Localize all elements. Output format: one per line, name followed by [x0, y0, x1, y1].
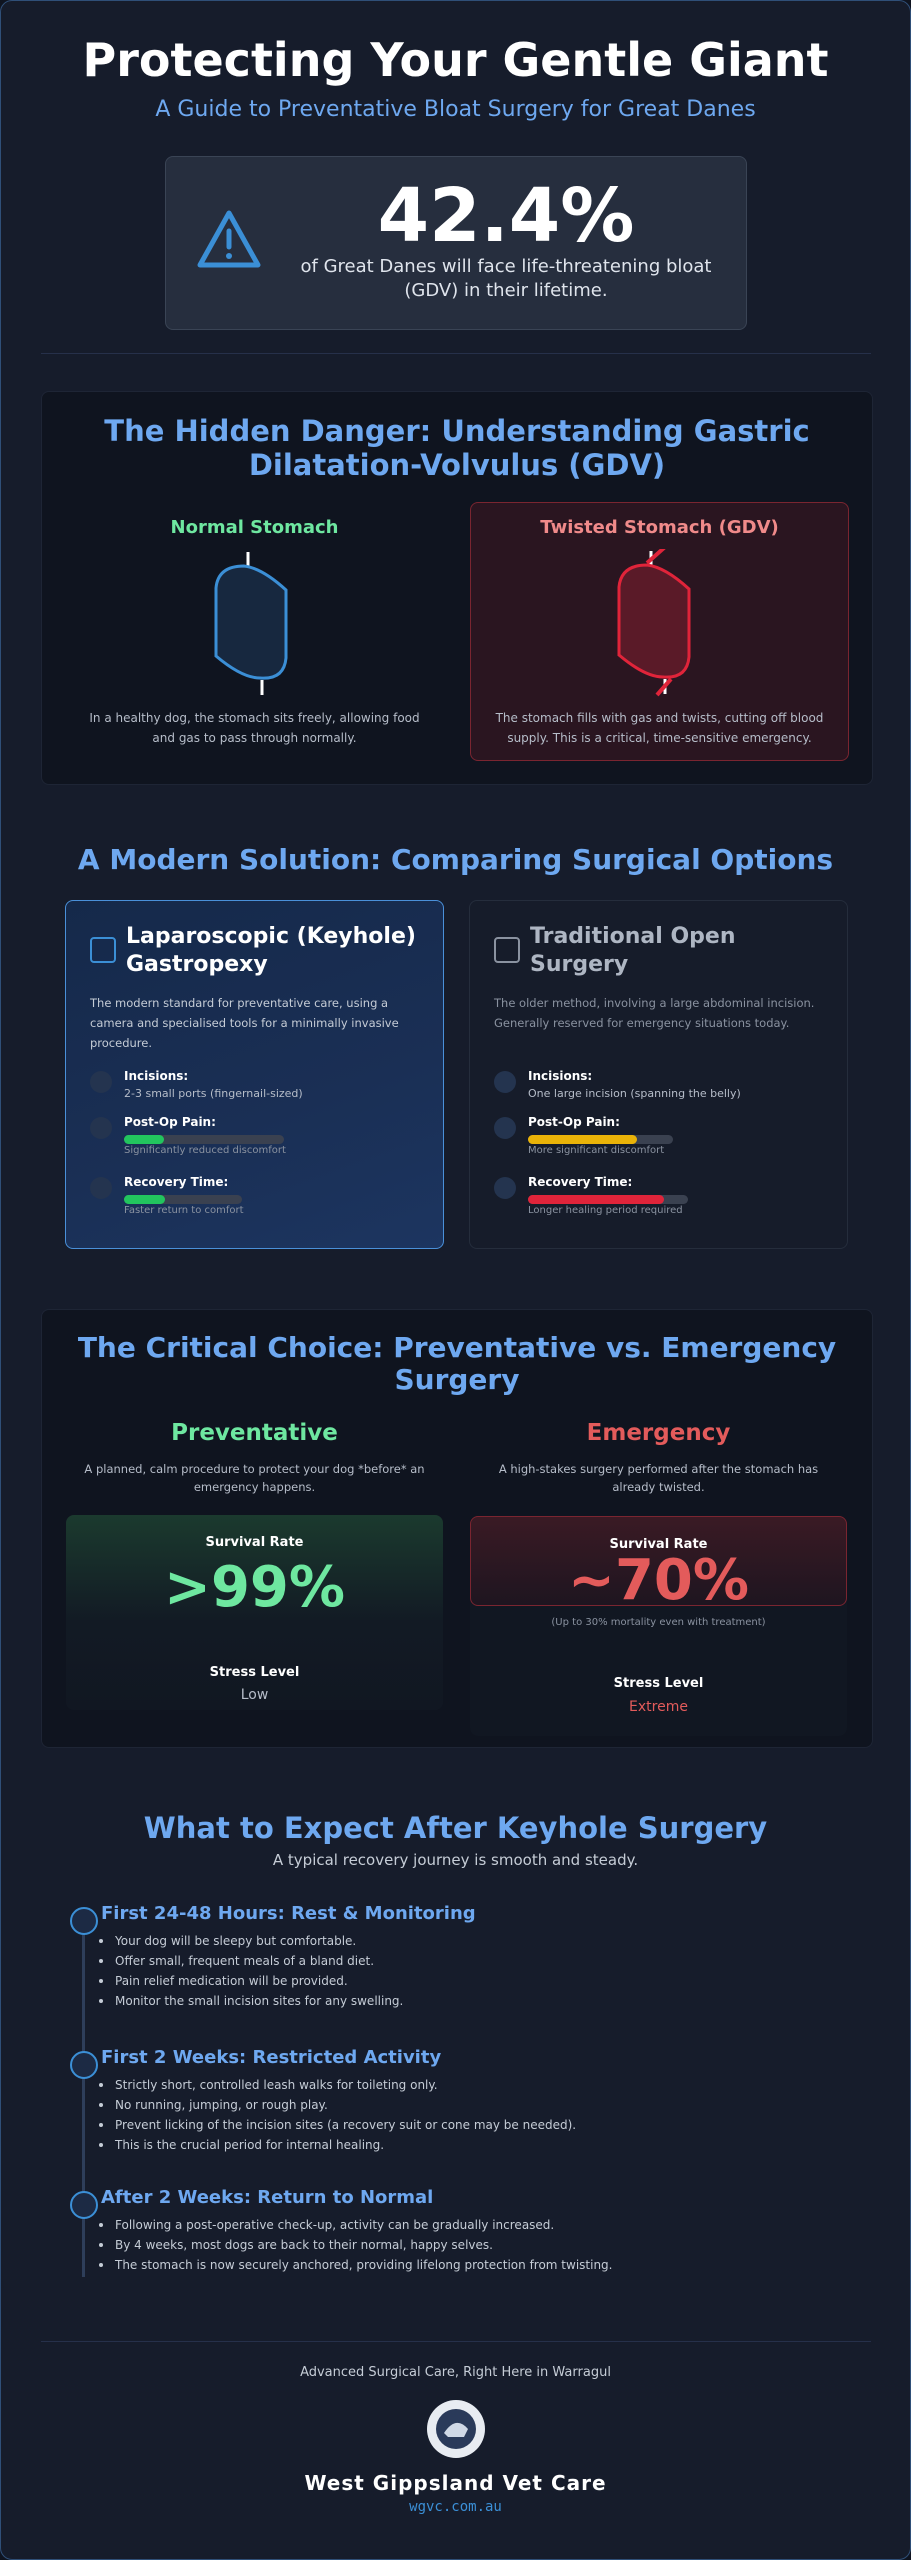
- column-desc: A high-stakes surgery performed after th…: [498, 1462, 819, 1494]
- stress-value: Extreme: [629, 1699, 688, 1715]
- step-title: First 2 Weeks: Restricted Activity: [101, 2047, 442, 2068]
- item-icon: [494, 1177, 516, 1199]
- choice-card: The Critical Choice: Preventative vs. Em…: [41, 1309, 873, 1748]
- item-text: Faster return to comfort: [124, 1205, 244, 1216]
- step-list: Strictly short, controlled leash walks f…: [97, 2075, 837, 2155]
- item-label: Post-Op Pain:: [124, 1115, 216, 1129]
- survival-value: ~70%: [568, 1548, 749, 1613]
- step-item: Your dog will be sleepy but comfortable.: [97, 1931, 837, 1951]
- card-icon: [90, 937, 116, 963]
- title: Protecting Your Gentle Giant: [82, 33, 829, 87]
- card-title: Traditional Open Surgery: [530, 924, 736, 977]
- item-text: 2-3 small ports (fingernail-sized): [124, 1087, 303, 1100]
- item-label: Post-Op Pain:: [528, 1115, 620, 1129]
- section-title: What to Expect After Keyhole Surgery: [143, 1811, 768, 1845]
- bar-track: [528, 1135, 673, 1144]
- timeline: [82, 1919, 85, 2277]
- warning-icon: [197, 210, 261, 268]
- survival-label: Survival Rate: [609, 1537, 708, 1552]
- item-icon: [90, 1177, 112, 1199]
- item-icon: [494, 1071, 516, 1093]
- gdv-card: The Hidden Danger: Understanding Gastric…: [41, 391, 873, 785]
- item-label: Recovery Time:: [124, 1175, 229, 1189]
- step-icon: [70, 1907, 98, 1935]
- stat-box: 42.4% of Great Danes will face life-thre…: [165, 156, 747, 330]
- step-icon: [70, 2051, 98, 2079]
- item-label: Incisions:: [528, 1069, 593, 1083]
- stress-label: Stress Level: [613, 1676, 704, 1691]
- column-title: Preventative: [171, 1420, 338, 1446]
- step-title: After 2 Weeks: Return to Normal: [101, 2187, 434, 2208]
- card-desc: The modern standard for preventative car…: [90, 996, 399, 1050]
- subtitle: A Guide to Preventative Bloat Surgery fo…: [155, 97, 756, 122]
- item-icon: [494, 1117, 516, 1139]
- twisted-panel: Twisted Stomach (GDV) The stomach fills …: [470, 502, 849, 761]
- card-title: Laparoscopic (Keyhole) Gastropexy: [126, 924, 416, 977]
- step-item: Monitor the small incision sites for any…: [97, 1991, 837, 2011]
- step-item: Pain relief medication will be provided.: [97, 1971, 837, 1991]
- twisted-text: The stomach fills with gas and twists, c…: [495, 711, 824, 745]
- item-icon: [90, 1117, 112, 1139]
- card-icon: [494, 937, 520, 963]
- step-list: Following a post-operative check-up, act…: [97, 2215, 837, 2275]
- section-title: A Modern Solution: Comparing Surgical Op…: [77, 843, 834, 876]
- normal-stomach: [214, 552, 288, 695]
- option-card: Traditional Open Surgery The older method…: [469, 900, 848, 1249]
- stat-value: 42.4%: [377, 173, 635, 259]
- footer-name: West Gippsland Vet Care: [304, 2471, 607, 2495]
- step-item: This is the crucial period for internal …: [97, 2135, 837, 2155]
- item-text: One large incision (spanning the belly): [528, 1087, 741, 1100]
- step-icon: [70, 2191, 98, 2219]
- step-list: Your dog will be sleepy but comfortable.…: [97, 1931, 837, 2011]
- stress-label: Stress Level: [209, 1665, 300, 1680]
- column-desc: A planned, calm procedure to protect you…: [84, 1462, 425, 1494]
- normal-title: Normal Stomach: [170, 517, 339, 538]
- item-label: Incisions:: [124, 1069, 189, 1083]
- bar-fill: [528, 1195, 664, 1204]
- survival-label: Survival Rate: [205, 1535, 304, 1550]
- stress-value: Low: [240, 1687, 269, 1703]
- step-item: Offer small, frequent meals of a bland d…: [97, 1951, 837, 1971]
- step-item: No running, jumping, or rough play.: [97, 2095, 837, 2115]
- step-item: By 4 weeks, most dogs are back to their …: [97, 2235, 837, 2255]
- survival-value: >99%: [164, 1555, 345, 1620]
- stat-text: of Great Danes will face life-threatenin…: [300, 256, 712, 301]
- bar-track: [528, 1195, 688, 1204]
- twisted-stomach: [617, 549, 691, 697]
- section-title: The Critical Choice: Preventative vs. Em…: [77, 1331, 837, 1396]
- item-label: Recovery Time:: [528, 1175, 633, 1189]
- step-item: Prevent licking of the incision sites (a…: [97, 2115, 837, 2135]
- footer-tagline: Advanced Surgical Care, Right Here in Wa…: [300, 2365, 611, 2380]
- column-title: Emergency: [586, 1420, 731, 1446]
- divider: [41, 353, 871, 354]
- section-subtitle: A typical recovery journey is smooth and…: [272, 1851, 639, 1869]
- logo: [427, 2400, 485, 2458]
- bar-track: [124, 1135, 284, 1144]
- survival-area: Survival Rate ~70% (Up to 30% mortality …: [470, 1516, 847, 1736]
- bar-fill: [124, 1135, 164, 1144]
- survival-note: (Up to 30% mortality even with treatment…: [551, 1617, 766, 1628]
- step-title: First 24-48 Hours: Rest & Monitoring: [101, 1903, 476, 1924]
- bar-fill: [528, 1135, 637, 1144]
- survival-box: Survival Rate ~70% (Up to 30% mortality …: [470, 1516, 847, 1628]
- item-text: More significant discomfort: [528, 1145, 665, 1156]
- survival-box: Survival Rate >99% Stress Level Low: [66, 1515, 443, 1710]
- section-title: The Hidden Danger: Understanding Gastric…: [104, 414, 810, 482]
- step-item: The stomach is now securely anchored, pr…: [97, 2255, 837, 2275]
- item-icon: [90, 1071, 112, 1093]
- step-item: Following a post-operative check-up, act…: [97, 2215, 837, 2235]
- bar-track: [124, 1195, 242, 1204]
- twisted-title: Twisted Stomach (GDV): [540, 517, 779, 538]
- option-card: Laparoscopic (Keyhole) Gastropexy The mod…: [65, 900, 444, 1249]
- divider: [41, 2341, 871, 2342]
- item-text: Longer healing period required: [528, 1205, 683, 1216]
- bar-fill: [124, 1195, 166, 1204]
- normal-text: In a healthy dog, the stomach sits freel…: [89, 711, 420, 745]
- footer-url: wgvc.com.au: [409, 2499, 502, 2515]
- item-text: Significantly reduced discomfort: [124, 1145, 286, 1156]
- step-item: Strictly short, controlled leash walks f…: [97, 2075, 837, 2095]
- card-desc: The older method, involving a large abdo…: [494, 996, 815, 1030]
